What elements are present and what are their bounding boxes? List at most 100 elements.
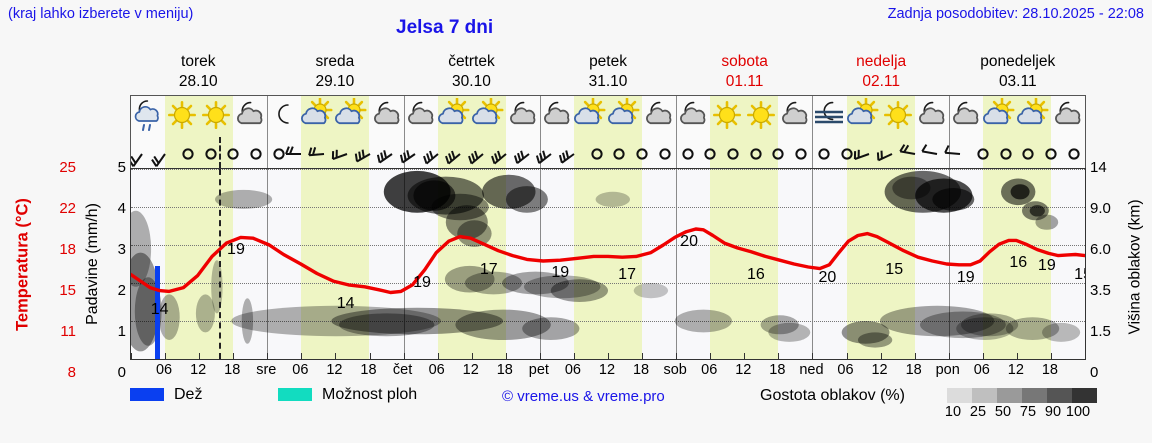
temperature-tick: 25 [59, 159, 76, 176]
temperature-tick: 11 [60, 323, 76, 340]
day-separator [403, 169, 405, 359]
temperature-value-label: 19 [1037, 257, 1056, 275]
precipitation-axis-ticks: 5 4 3 2 1 0 [100, 160, 126, 380]
axis-tick [676, 353, 678, 359]
cloud-height-tick: 3.5 [1090, 282, 1111, 299]
wind-calm-icon [671, 137, 705, 167]
cloud-height-tick: 6.0 [1090, 241, 1111, 258]
time-tick-label: 12 [871, 362, 888, 378]
cloud-density-scale-label: 50 [994, 404, 1012, 420]
axis-tick [608, 353, 609, 359]
cloud-density-scale-label: 25 [969, 404, 987, 420]
temperature-value-label: 16 [746, 266, 765, 284]
day-header-0: torek 28.10 [130, 52, 267, 92]
current-time-marker [219, 169, 222, 359]
cloud-density-field [131, 170, 1081, 352]
current-time-marker [219, 137, 222, 168]
day-name: nedelja [856, 53, 907, 70]
day-separator [812, 169, 814, 359]
daylight-band [710, 169, 779, 359]
moon-cloud-icon [676, 98, 710, 134]
cloud-density-swatch-50 [997, 388, 1022, 403]
day-date: 31.10 [588, 73, 628, 90]
day-separator [267, 169, 269, 359]
showers-legend-swatch [278, 388, 312, 401]
wind-barb-icon [131, 137, 159, 167]
wind-barb-icon [466, 137, 500, 167]
day-separator [676, 96, 678, 137]
daylight-band [573, 169, 643, 359]
day-date: 30.10 [452, 73, 491, 90]
temperature-value-label: 14 [150, 300, 169, 318]
time-tick-label: 12 [735, 362, 752, 378]
axis-tick [131, 353, 132, 359]
wind-calm-icon [761, 137, 795, 167]
day-date: 02.11 [862, 73, 900, 90]
wind-barb-icon [421, 137, 455, 167]
axis-tick [233, 353, 235, 359]
location-menu-note: (kraj lahko izberete v meniju) [8, 6, 194, 22]
time-axis-labels: 06 12 18 sre 06 12 18 čet 06 12 18 pet 06 12 18 sob 06 12… [130, 362, 1086, 382]
cloud-height-tick: 9.0 [1090, 200, 1111, 217]
sun-icon [744, 98, 778, 134]
daylight-band [301, 169, 370, 359]
time-tick-label: 18 [769, 362, 786, 378]
gridline [131, 207, 1085, 208]
wind-calm-icon [784, 137, 818, 167]
day-name: sreda [315, 53, 355, 70]
temperature-tick: 8 [67, 364, 76, 381]
temperature-value-label: 15 [885, 260, 904, 278]
gridline [131, 283, 1085, 284]
day-date: 03.11 [998, 73, 1037, 90]
axis-tick [301, 353, 303, 359]
sun-cloud-icon [846, 97, 881, 134]
sun-cloud-icon [437, 97, 472, 134]
chart-legend: Dež Možnost ploh © vreme.us & vreme.pro … [130, 386, 1140, 420]
day-header-1: sreda 29.10 [267, 52, 404, 92]
time-tick-label: 12 [598, 362, 616, 378]
temperature-value-label: 19 [956, 268, 975, 286]
axis-tick [403, 353, 405, 359]
wind-calm-icon [1034, 137, 1068, 167]
day-header-2: četrtek 30.10 [403, 52, 540, 92]
sun-cloud-icon [301, 97, 335, 134]
time-tick-label: 18 [496, 362, 513, 378]
temperature-value-label: 20 [680, 233, 698, 251]
cloud-density-scale-label: 10 [944, 404, 962, 420]
day-separator [539, 96, 541, 137]
moon-cloud-icon [233, 98, 267, 134]
cloud-density-swatch-75 [1022, 388, 1047, 403]
wind-barb-row [130, 137, 1086, 168]
wind-calm-icon [171, 137, 205, 167]
wind-calm-icon [239, 137, 273, 167]
wind-calm-icon [216, 137, 250, 167]
day-separator [403, 96, 405, 137]
cloud-height-tick: 0 [1090, 364, 1099, 381]
day-name: torek [181, 53, 216, 70]
temperature-value-label: 19 [413, 273, 431, 291]
temperature-value-label: 15 [1074, 265, 1085, 283]
day-name: ponedeljek [980, 53, 1056, 70]
precipitation-tick: 4 [117, 200, 126, 217]
page-title: Jelsa 7 dni [396, 17, 494, 38]
wind-barb-icon [353, 137, 387, 167]
credit-label: © vreme.us & vreme.pro [502, 388, 665, 405]
axis-tick [710, 353, 712, 359]
wind-calm-icon [693, 137, 727, 167]
day-separator [539, 137, 541, 168]
axis-tick [880, 353, 882, 359]
time-tick-label: ned [799, 362, 824, 378]
time-tick-label: 06 [564, 362, 581, 378]
time-tick-label: sre [256, 362, 277, 378]
precipitation-tick: 1 [117, 323, 126, 340]
wind-barb-icon [920, 137, 954, 167]
sun-icon [881, 98, 915, 134]
day-separator [676, 169, 678, 359]
temperature-value-label: 19 [551, 264, 570, 282]
daylight-band [165, 169, 234, 359]
wind-barb-icon [375, 137, 409, 167]
daylight-band [710, 137, 779, 168]
precipitation-bar [155, 265, 161, 359]
time-tick-label: 18 [1041, 362, 1058, 378]
axis-tick [778, 353, 780, 359]
